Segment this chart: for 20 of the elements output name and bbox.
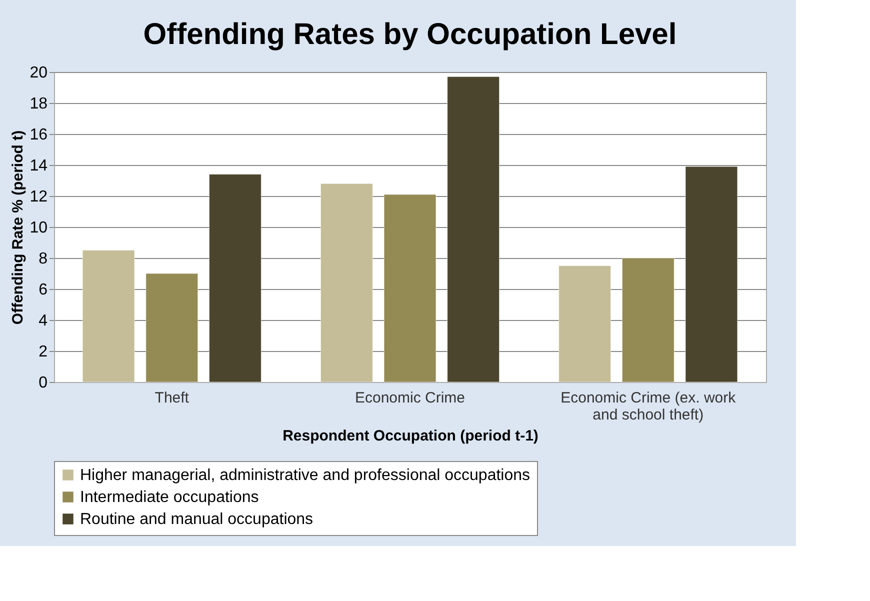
- x-tick-label: Economic Crime (ex. work and school theft): [560, 390, 736, 424]
- y-tick-label: 18: [30, 96, 48, 112]
- chart-title: Offending Rates by Occupation Level: [143, 18, 677, 51]
- y-tick-label: 16: [30, 126, 48, 144]
- y-tick-label: 8: [38, 250, 48, 268]
- y-tick-label: 2: [38, 344, 48, 360]
- y-tick-label: 20: [30, 64, 48, 82]
- x-tick-label: Economic Crime: [354, 390, 466, 406]
- y-axis-title: Offending Rate % (period t): [10, 130, 27, 325]
- legend-label: Routine and manual occupations: [80, 511, 314, 528]
- y-tick-label: 6: [38, 282, 48, 298]
- x-tick-label: Theft: [154, 390, 190, 406]
- x-axis-title: Respondent Occupation (period t-1): [282, 428, 538, 444]
- legend-label: Intermediate occupations: [80, 489, 259, 506]
- y-tick-label: 12: [30, 188, 48, 206]
- y-tick-label: 0: [38, 374, 48, 392]
- y-tick-label: 10: [30, 220, 48, 236]
- legend-label: Higher managerial, administrative and professional occupations: [80, 467, 530, 484]
- y-tick-label: 4: [38, 312, 48, 330]
- y-tick-label: 14: [30, 158, 48, 174]
